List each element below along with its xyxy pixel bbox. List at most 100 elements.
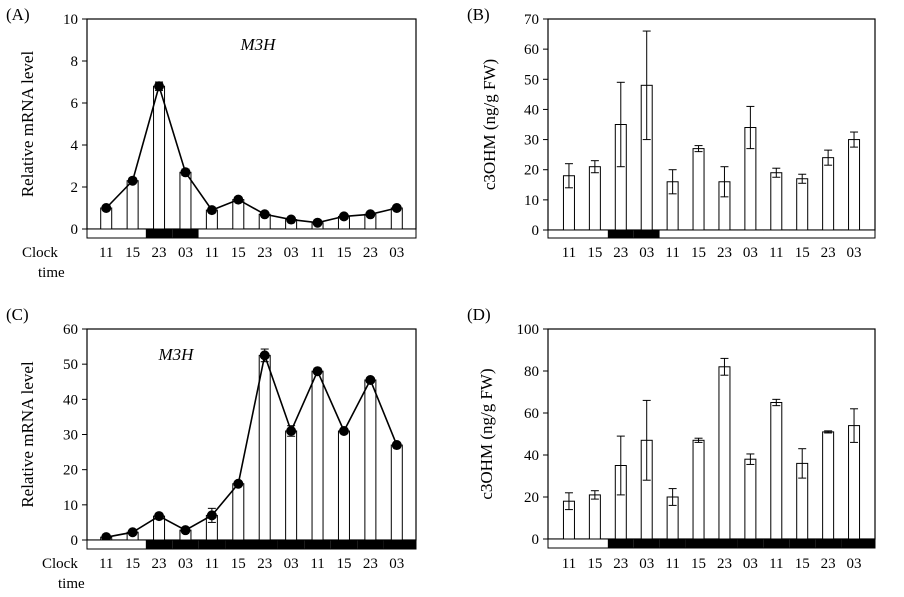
data-point — [286, 214, 297, 225]
x-tick-label: 23 — [363, 245, 378, 261]
data-point — [312, 366, 323, 377]
x-tick-label: 15 — [125, 245, 140, 261]
period-segment-light — [383, 229, 416, 238]
data-point — [127, 175, 138, 186]
period-segment-light — [815, 230, 842, 238]
series-line — [105, 83, 397, 224]
x-tick-label: 15 — [691, 556, 706, 572]
y-tick-label: 60 — [524, 42, 539, 58]
period-segment-light — [841, 230, 875, 238]
period-segment-dark — [172, 229, 199, 238]
panel-d: 0 20 40 60 80 100 c3OHM (ng/g FW) (D) 11 15 23 03 11… — [467, 305, 876, 572]
y-tick-label: 80 — [524, 364, 539, 380]
y-tick-label: 70 — [524, 12, 539, 28]
period-segment-dark — [815, 539, 842, 548]
data-point — [127, 527, 138, 538]
period-segment-dark — [607, 539, 634, 548]
period-segment-light — [330, 229, 358, 238]
x-tick-label: 23 — [613, 245, 628, 261]
bar — [311, 370, 324, 541]
bar — [232, 483, 245, 541]
x-tick-label: 15 — [587, 556, 602, 572]
y-axis-title: c3OHM (ng/g FW) — [477, 368, 496, 499]
x-tick-label: 03 — [284, 245, 299, 261]
x-tick-label: 11 — [310, 245, 324, 261]
data-point — [180, 167, 191, 178]
period-segment-dark — [225, 540, 252, 549]
period-bar-frame — [547, 538, 876, 549]
period-segment-light — [789, 230, 816, 238]
y-tick-label: 40 — [63, 392, 78, 408]
bar — [337, 430, 350, 541]
bar — [588, 166, 601, 231]
x-tick-label: 23 — [613, 556, 628, 572]
period-segment-dark — [251, 540, 278, 549]
bar — [744, 458, 757, 540]
x-tick-label: 15 — [587, 245, 602, 261]
x-tick-label: 23 — [257, 556, 272, 572]
x-tick-label: 15 — [336, 245, 351, 261]
period-segment-light — [659, 230, 686, 238]
period-segment-light — [87, 229, 120, 238]
x-tick-label: 11 — [562, 245, 576, 261]
bar — [848, 139, 861, 231]
period-segment-light — [548, 230, 582, 238]
data-point — [206, 205, 217, 216]
y-tick-label: 50 — [63, 357, 78, 373]
x-tick-label: 11 — [205, 556, 219, 572]
y-tick-label: 50 — [524, 72, 539, 88]
period-segment-dark — [330, 540, 358, 549]
y-tick-label: 100 — [517, 322, 540, 338]
period-segment-dark — [685, 539, 712, 548]
period-segment-light — [581, 539, 608, 548]
y-tick-label: 10 — [63, 498, 78, 514]
y-tick-label: 20 — [63, 463, 78, 479]
period-segment-dark — [357, 540, 384, 549]
x-tick-label: 15 — [691, 245, 706, 261]
data-point — [338, 425, 349, 436]
x-tick-label: 03 — [178, 556, 193, 572]
y-tick-label: 0 — [532, 223, 540, 239]
x-tick-label: 23 — [821, 245, 836, 261]
y-tick-label: 30 — [524, 133, 539, 149]
x-tick-label: 23 — [152, 556, 167, 572]
period-segment-light — [119, 229, 146, 238]
panel-b: 0 10 20 30 40 50 60 70 c3OHM (ng/g FW) (B) 11 15 23 0… — [467, 5, 876, 261]
period-bar-frame — [86, 228, 417, 239]
period-bar-frame — [86, 539, 417, 550]
data-point — [391, 440, 402, 451]
y-tick-label: 6 — [71, 96, 79, 112]
data-point — [391, 203, 402, 213]
period-segment-light — [277, 229, 305, 238]
x-tick-label: 15 — [795, 245, 810, 261]
period-segment-light — [357, 229, 384, 238]
y-tick-label: 0 — [71, 533, 79, 549]
period-segment-light — [763, 230, 790, 238]
bar — [588, 494, 601, 540]
period-segment-light — [225, 229, 252, 238]
bar — [258, 354, 271, 541]
gene-annotation: M3H — [158, 345, 196, 364]
series-line — [106, 352, 398, 538]
data-point — [312, 217, 323, 228]
x-tick-label: 11 — [99, 556, 113, 572]
x-tick-label: 11 — [562, 556, 576, 572]
y-tick-label: 30 — [63, 428, 78, 444]
period-bar-frame — [547, 229, 876, 239]
data-point — [233, 478, 244, 489]
y-tick-label: 20 — [524, 163, 539, 179]
x-tick-label: 15 — [125, 556, 140, 572]
data-point — [286, 425, 297, 436]
bar — [796, 178, 809, 231]
period-segment-dark — [633, 539, 660, 548]
x-tick-label: 23 — [717, 245, 732, 261]
period-segment-dark — [841, 539, 875, 548]
gene-annotation: M3H — [240, 35, 278, 54]
bar — [692, 148, 705, 231]
bar — [364, 379, 377, 541]
panel-label: (B) — [467, 5, 490, 24]
period-segment-dark — [172, 540, 199, 549]
x-axis-title-line2: time — [38, 265, 65, 281]
bar — [822, 431, 835, 540]
